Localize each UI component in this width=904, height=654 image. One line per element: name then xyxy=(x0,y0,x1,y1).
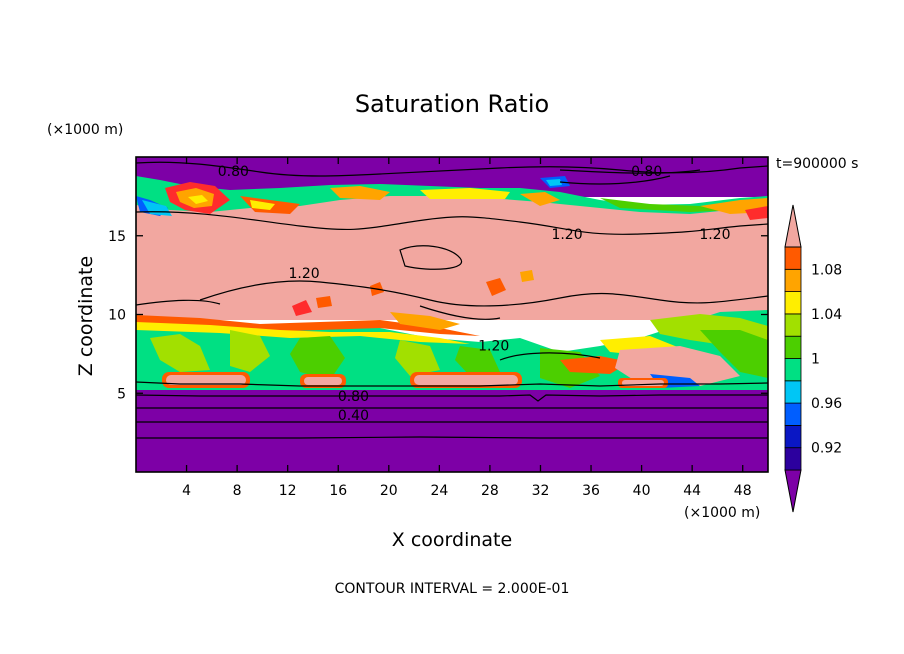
colorbar-segment xyxy=(784,313,802,337)
x-axis-label: X coordinate xyxy=(392,529,512,551)
x-tick-label: 12 xyxy=(279,483,297,499)
contour-label-layer: 0.80 0.80 1.20 1.20 1.20 1.20 0.80 0.40 xyxy=(218,164,731,424)
colorbar-segment xyxy=(784,447,802,471)
colorbar-tick-label: 0.96 xyxy=(811,396,842,412)
contour-label: 0.40 xyxy=(338,408,369,424)
colorbar-segment xyxy=(784,424,802,449)
contour-label: 0.80 xyxy=(631,164,662,180)
colorbar-under-triangle xyxy=(784,469,802,513)
contour-label: 1.20 xyxy=(478,339,509,355)
y-tick-label: 15 xyxy=(108,229,126,245)
x-tick-label: 48 xyxy=(734,483,752,499)
colorbar-segment xyxy=(784,291,802,315)
supersaturated-band xyxy=(136,196,768,320)
x-tick-label: 36 xyxy=(582,483,600,499)
colorbar-segment xyxy=(784,335,802,359)
colorbar-tick-label: 1.08 xyxy=(811,262,842,278)
contour-label: 1.20 xyxy=(289,266,320,282)
saturation-field xyxy=(136,157,768,472)
dry-boundary-layer xyxy=(136,390,768,472)
contour-label: 1.20 xyxy=(551,227,582,243)
colorbar-segment xyxy=(784,268,802,292)
x-tick-label: 16 xyxy=(329,483,347,499)
x-tick-label: 24 xyxy=(430,483,448,499)
colorbar-tick-label: 1.04 xyxy=(811,307,842,323)
x-unit-label: (×1000 m) xyxy=(684,505,760,521)
x-tick-label: 28 xyxy=(481,483,499,499)
x-axis: 4 8 12 16 20 24 28 32 36 40 44 48 xyxy=(182,157,752,499)
x-tick-label: 4 xyxy=(182,483,191,499)
contour-label: 0.80 xyxy=(218,164,249,180)
x-tick-label: 44 xyxy=(683,483,701,499)
y-axis: 5 10 15 xyxy=(108,229,768,402)
colorbar-segment xyxy=(784,402,802,426)
x-tick-label: 32 xyxy=(532,483,550,499)
y-tick-label: 5 xyxy=(117,386,126,402)
x-tick-label: 40 xyxy=(633,483,651,499)
colorbar-segment xyxy=(784,246,802,270)
y-unit-label: (×1000 m) xyxy=(47,122,123,138)
chart-title: Saturation Ratio xyxy=(355,90,549,118)
colorbar-segment xyxy=(784,358,802,382)
contour-interval-footer: CONTOUR INTERVAL = 2.000E-01 xyxy=(335,581,570,597)
x-tick-label: 8 xyxy=(233,483,242,499)
colorbar: 0.92 0.96 1 1.04 1.08 xyxy=(784,204,842,513)
colorbar-tick-label: 1 xyxy=(811,352,820,368)
contour-label: 1.20 xyxy=(699,227,730,243)
y-axis-label: Z coordinate xyxy=(75,256,97,376)
x-tick-label: 20 xyxy=(380,483,398,499)
contour-label: 0.80 xyxy=(338,389,369,405)
colorbar-segment xyxy=(784,380,802,404)
time-label: t=900000 s xyxy=(776,156,858,172)
colorbar-over-triangle xyxy=(784,204,802,248)
y-tick-label: 10 xyxy=(108,308,126,324)
colorbar-tick-label: 0.92 xyxy=(811,441,842,457)
